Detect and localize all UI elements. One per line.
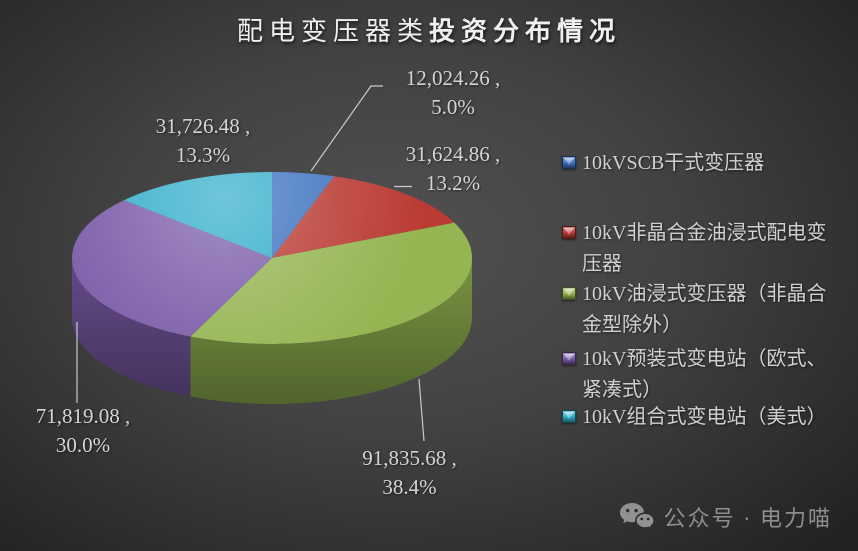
legend-label: 10kV油浸式变压器（非晶合金型除外） <box>582 283 827 336</box>
chart-title-part1: 配电变压器类 <box>236 17 429 46</box>
legend-item-combined-substation: 10kV组合式变电站（美式） <box>562 402 828 433</box>
legend-marker-icon <box>562 287 576 300</box>
data-label-value: 71,819.08 , <box>35 404 131 428</box>
data-label-pct: 30.0% <box>55 433 111 457</box>
data-label-pct: 13.2% <box>425 171 481 195</box>
wechat-icon <box>619 503 655 531</box>
chart-title: 配电变压器类投资分布情况 <box>0 16 858 48</box>
data-label-combined-substation: 31,726.48 , 13.3% <box>128 112 278 170</box>
legend-item-prefab-substation: 10kV预装式变电站（欧式、紧凑式） <box>562 344 828 405</box>
data-label-value: 91,835.68 , <box>362 446 457 470</box>
data-label-value: 31,624.86 , <box>405 142 501 166</box>
data-label-pct: 5.0% <box>431 95 475 119</box>
legend-label: 10kVSCB干式变压器 <box>582 152 765 174</box>
legend-marker-icon <box>562 410 576 423</box>
data-label-value: 31,726.48 , <box>155 114 251 138</box>
data-label-prefab-substation: 71,819.08 , 30.0% <box>8 402 158 460</box>
legend-label: 10kV非晶合金油浸式配电变压器 <box>582 222 827 275</box>
chart-title-part2: 投资分布情况 <box>429 17 622 46</box>
data-label-value: 12,024.26 , <box>405 66 501 90</box>
data-label-pct: 38.4% <box>382 475 437 499</box>
watermark: 公众号 · 电力喵 <box>619 501 832 533</box>
data-label-oil-immersed: 91,835.68 , 38.4% <box>342 444 477 502</box>
legend-marker-icon <box>562 156 576 169</box>
pie-top-sheen <box>72 172 472 344</box>
legend-marker-icon <box>562 352 576 365</box>
legend-item-oil-immersed: 10kV油浸式变压器（非晶合金型除外） <box>562 279 828 340</box>
leader-line-2 <box>418 378 425 442</box>
legend-item-dry-type: 10kVSCB干式变压器 <box>562 148 828 179</box>
data-label-dry-type: 12,024.26 , 5.0% <box>368 64 538 122</box>
legend-label: 10kV预装式变电站（欧式、紧凑式） <box>582 348 827 401</box>
pie-slice-side-3 <box>72 258 191 397</box>
pie-slice-side-2 <box>190 258 473 404</box>
data-label-amorphous: 31,624.86 , 13.2% <box>383 140 523 198</box>
legend-label: 10kV组合式变电站（美式） <box>582 406 827 428</box>
legend-item-amorphous: 10kV非晶合金油浸式配电变压器 <box>562 218 828 279</box>
legend-marker-icon <box>562 226 576 239</box>
watermark-text: 公众号 · 电力喵 <box>663 506 832 531</box>
leader-line-0 <box>310 85 383 172</box>
data-label-pct: 13.3% <box>175 143 231 167</box>
